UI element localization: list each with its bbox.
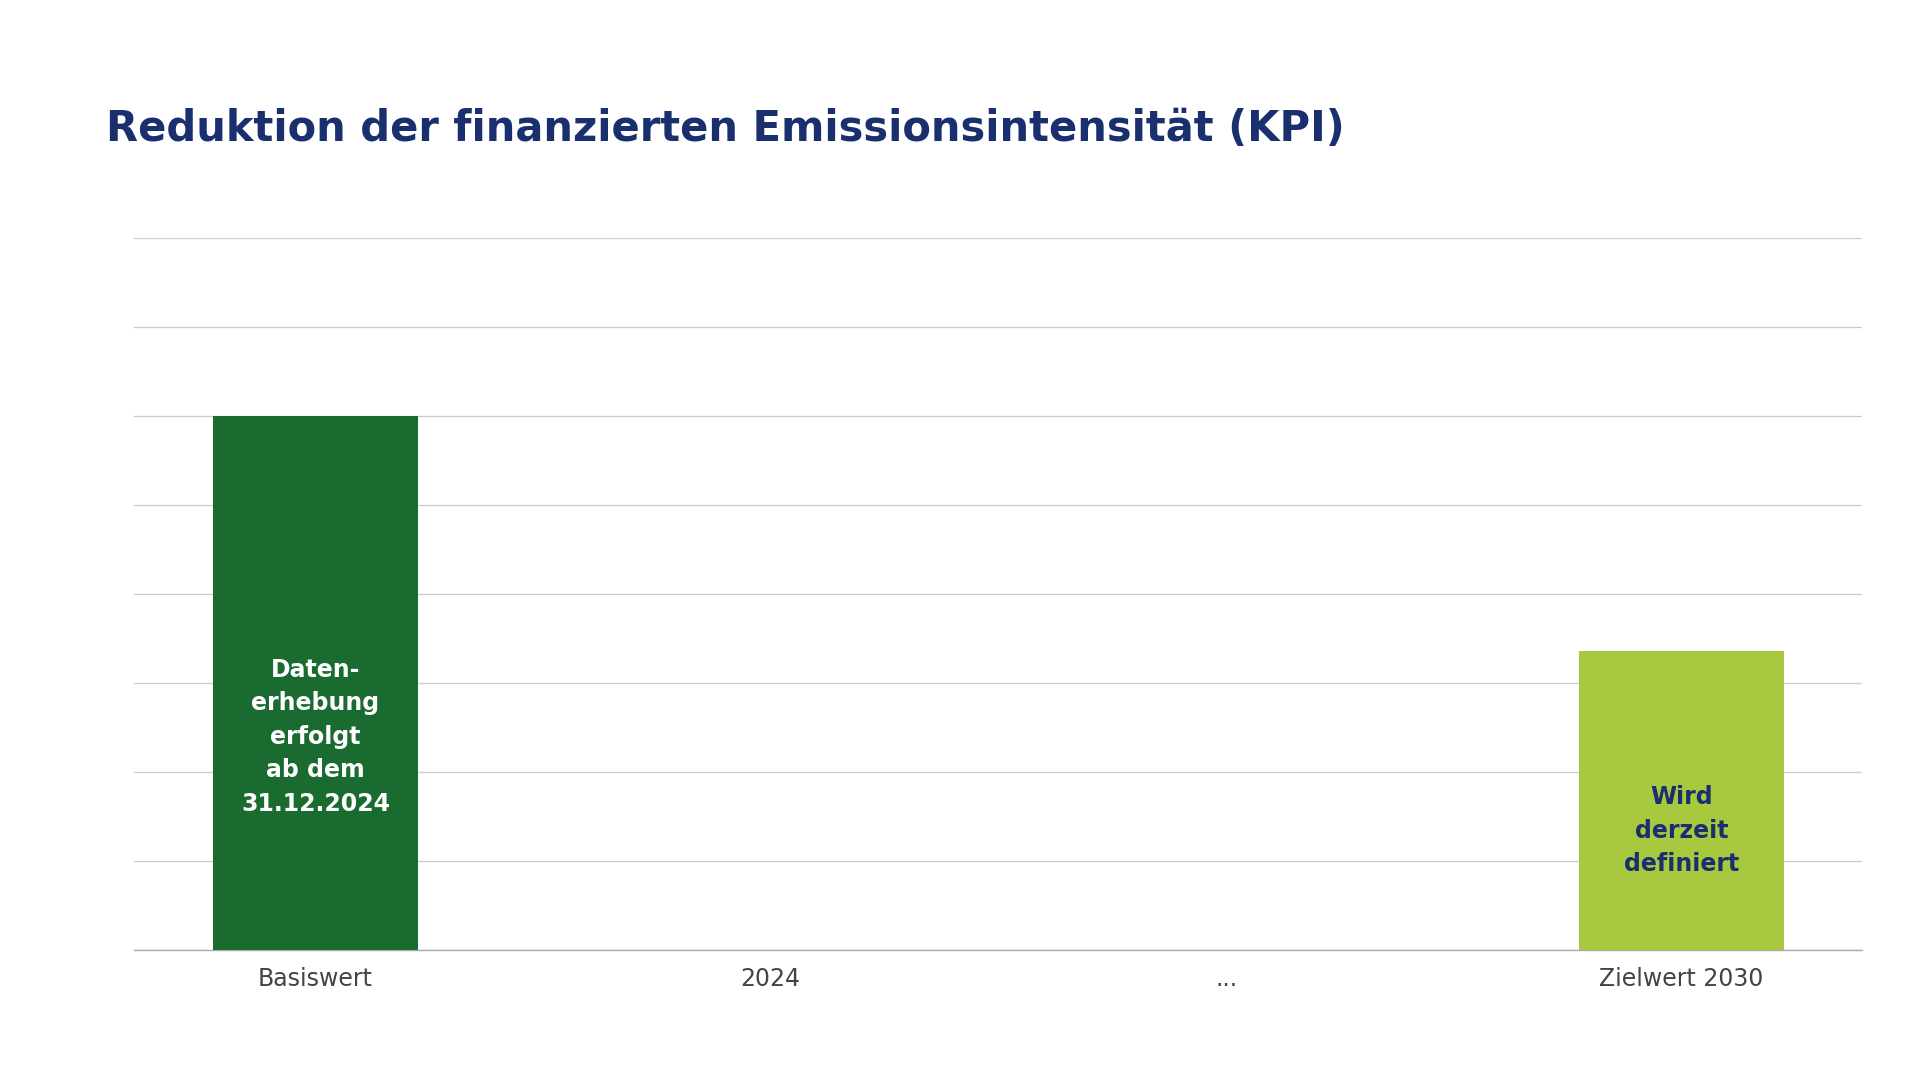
Text: Reduktion der finanzierten Emissionsintensität (KPI): Reduktion der finanzierten Emissionsinte… [106, 108, 1344, 150]
Bar [213, 416, 419, 950]
Bar [1578, 651, 1784, 950]
Text: Wird
derzeit
definiert: Wird derzeit definiert [1624, 785, 1740, 876]
Text: Daten-
erhebung
erfolgt
ab dem
31.12.2024: Daten- erhebung erfolgt ab dem 31.12.202… [240, 658, 390, 815]
